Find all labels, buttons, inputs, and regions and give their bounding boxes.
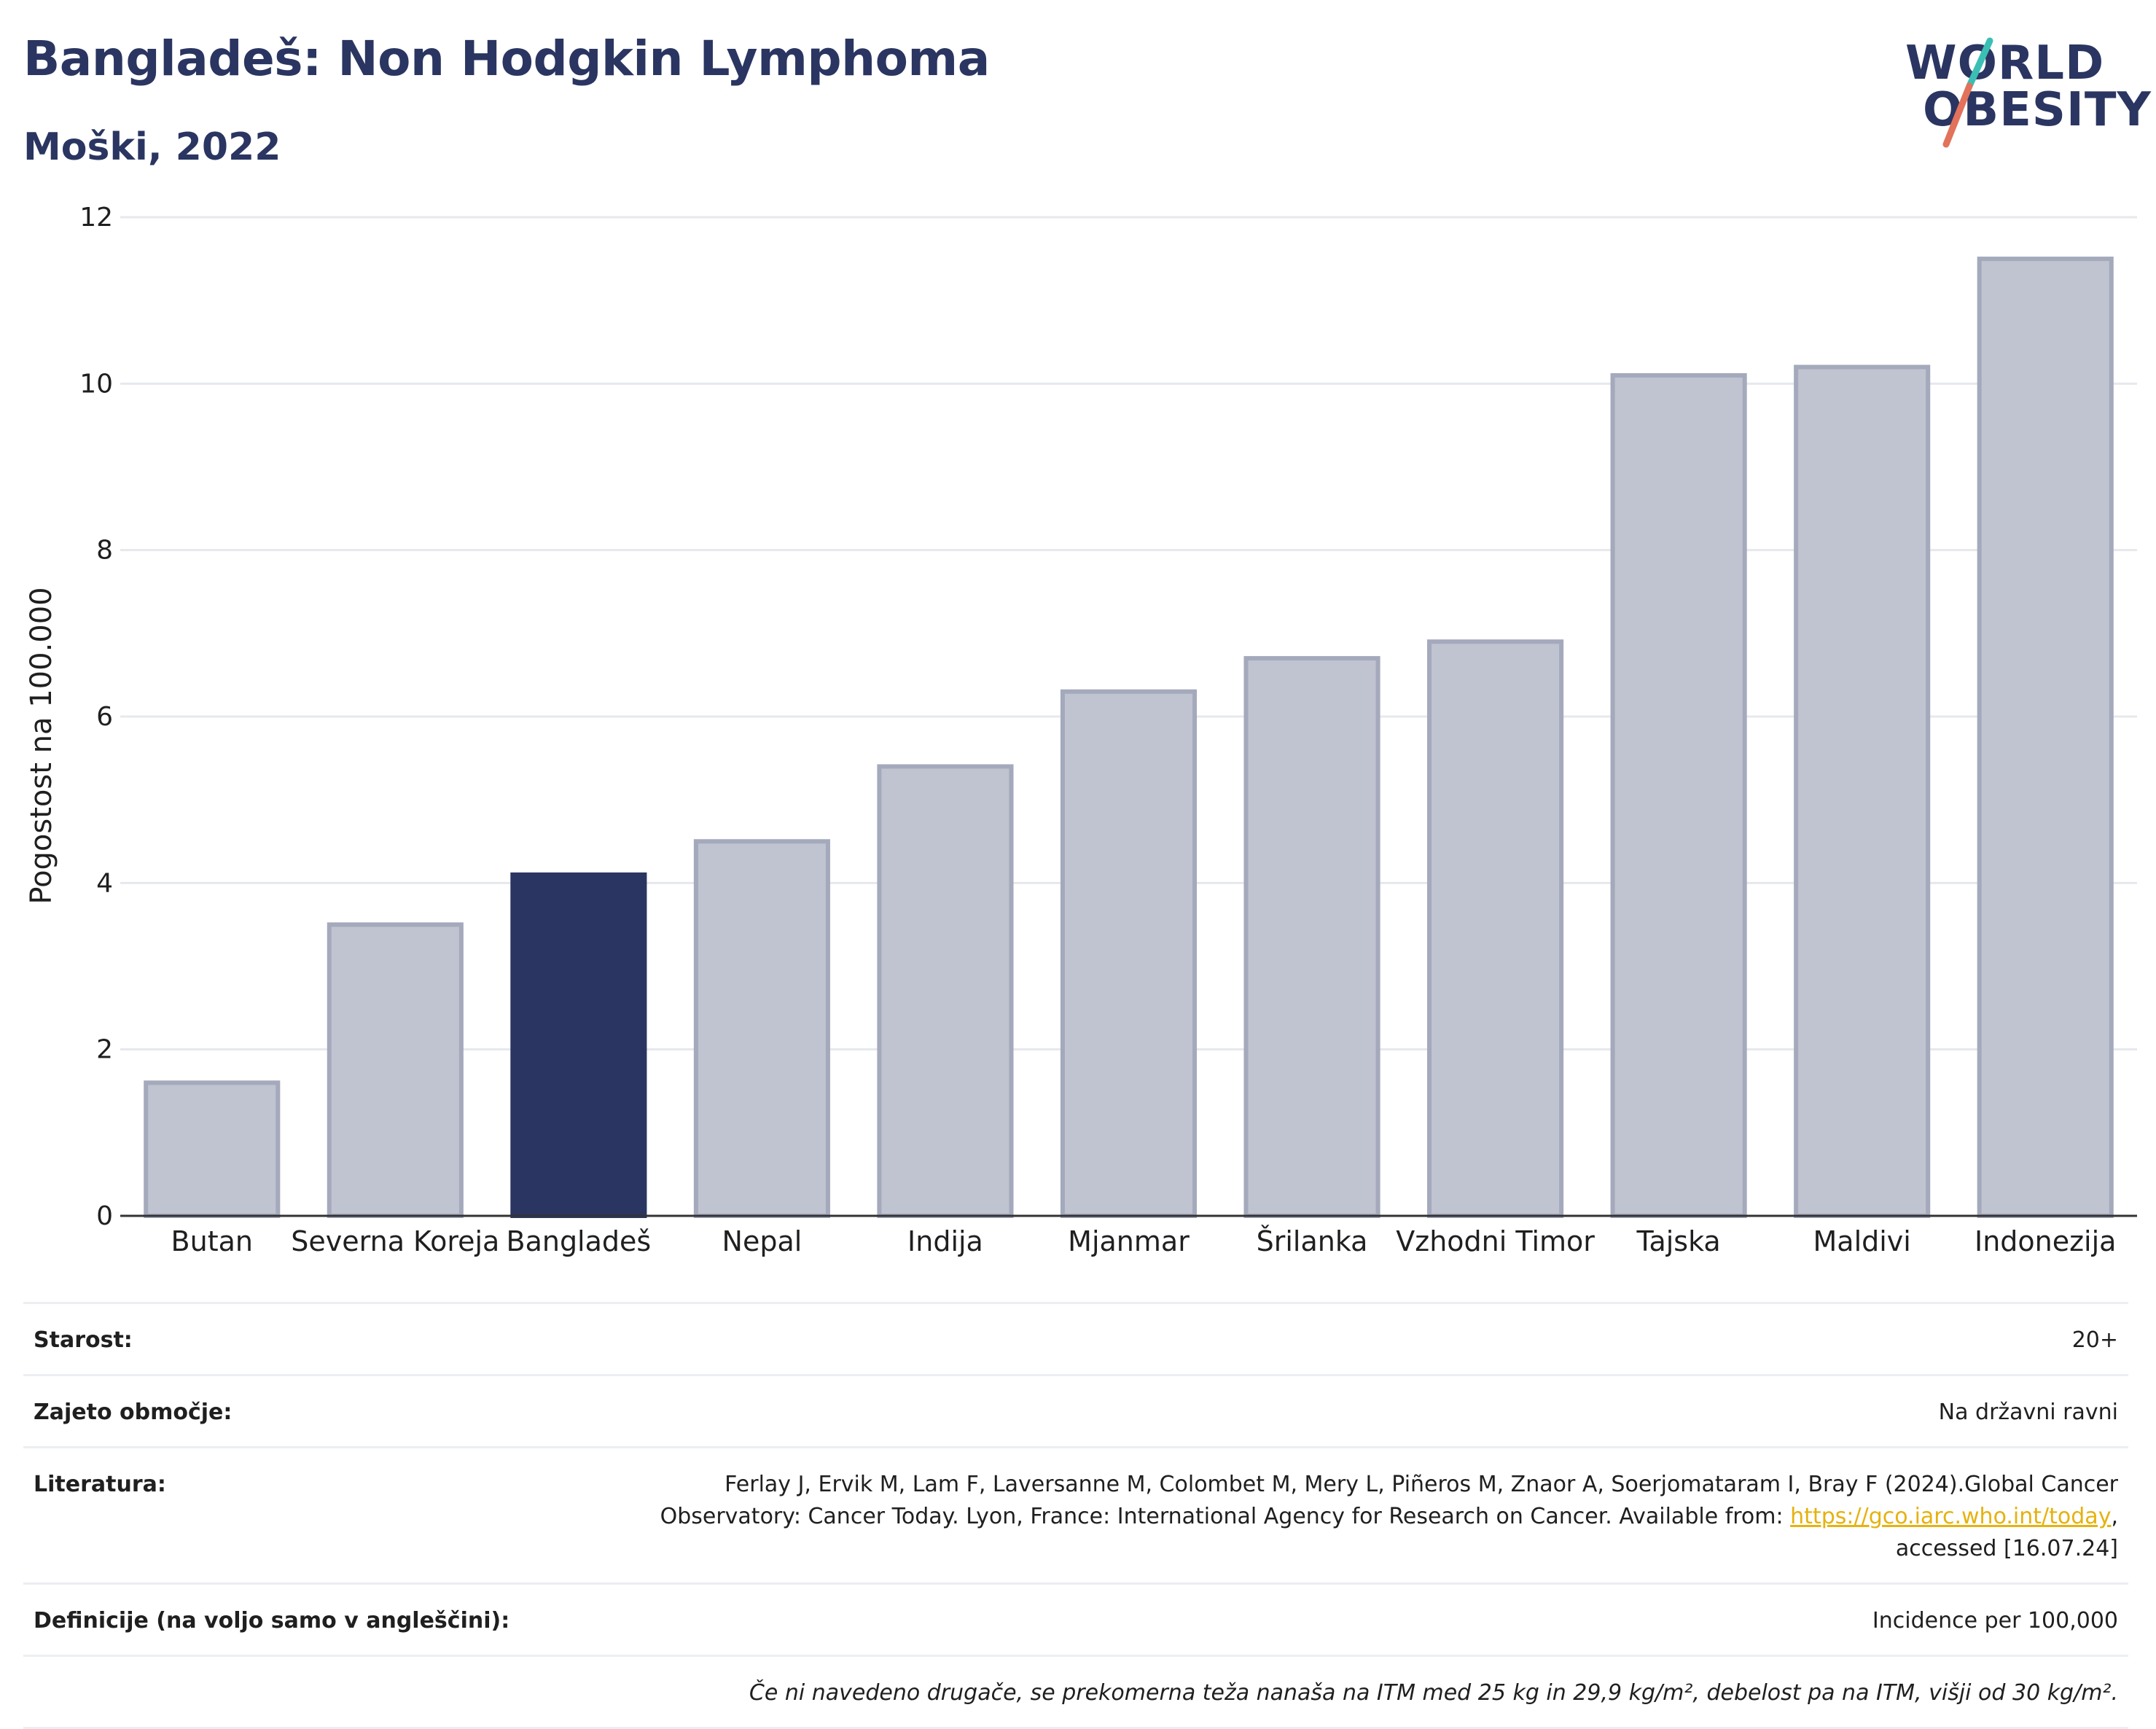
bar <box>1610 372 1747 1219</box>
definitions-label: Definicije (na voljo samo v angleščini): <box>34 1608 510 1634</box>
y-tick-label: 12 <box>79 203 113 233</box>
y-tick-label: 10 <box>79 369 113 399</box>
x-tick-label: Butan <box>171 1225 253 1257</box>
footer-row-note: Če ni navedeno drugače, se prekomerna te… <box>23 1655 2128 1729</box>
logo-slash-icon <box>1942 37 1993 148</box>
footer-row-coverage: Zajeto območje: Na državni ravni <box>23 1374 2128 1446</box>
bar <box>693 839 830 1218</box>
x-tick-label: Nepal <box>722 1225 802 1257</box>
bar <box>1427 639 1564 1218</box>
literature-link[interactable]: https://gco.iarc.who.int/today <box>1790 1504 2112 1529</box>
y-tick-label: 0 <box>96 1201 113 1231</box>
bar <box>144 1080 281 1219</box>
world-obesity-logo: WORLD OBESITY <box>1902 35 2151 159</box>
x-tick-label: Severna Koreja <box>291 1225 499 1257</box>
y-axis-label: Pogostost na 100.000 <box>25 587 58 904</box>
bmi-note: Če ni navedeno drugače, se prekomerna te… <box>749 1680 2118 1706</box>
age-value: 20+ <box>2071 1327 2118 1353</box>
bar <box>1794 364 1931 1218</box>
bar <box>1060 689 1198 1218</box>
footer-row-age: Starost: 20+ <box>23 1302 2128 1374</box>
x-tick-label: Mjanmar <box>1068 1225 1190 1257</box>
coverage-label: Zajeto območje: <box>34 1400 233 1425</box>
literature-value: Ferlay J, Ervik M, Lam F, Laversanne M, … <box>587 1469 2118 1565</box>
footer-row-literature: Literatura: Ferlay J, Ervik M, Lam F, La… <box>23 1446 2128 1582</box>
page-subtitle: Moški, 2022 <box>23 125 281 169</box>
bar <box>1243 656 1380 1218</box>
footer-row-definitions: Definicije (na voljo samo v angleščini):… <box>23 1582 2128 1655</box>
x-tick-label: Bangladeš <box>507 1225 652 1257</box>
bar-highlighted <box>510 872 647 1219</box>
logo-line-1: WORLD <box>1905 36 2105 90</box>
x-tick-label: Indija <box>907 1225 983 1257</box>
literature-suffix: , accessed [16.07.24] <box>1895 1504 2118 1561</box>
literature-label: Literatura: <box>34 1472 166 1497</box>
bar-chart: 0 2 4 6 8 10 12 Butan Severna Koreja Bangladeš Nep… <box>25 203 2137 1257</box>
y-tick-label: 8 <box>96 536 113 566</box>
bar <box>877 764 1014 1218</box>
coverage-value: Na državni ravni <box>1938 1400 2118 1425</box>
x-tick-label: Tajska <box>1636 1225 1721 1257</box>
literature-text: Ferlay J, Ervik M, Lam F, Laversanne M, … <box>660 1472 2118 1529</box>
definitions-value: Incidence per 100,000 <box>1872 1608 2118 1634</box>
y-tick-label: 2 <box>96 1035 113 1065</box>
bar <box>327 922 464 1219</box>
x-tick-label: Šrilanka <box>1257 1225 1368 1257</box>
footer-table: Starost: 20+ Zajeto območje: Na državni … <box>23 1302 2128 1729</box>
page-title: Bangladeš: Non Hodgkin Lymphoma <box>23 31 990 87</box>
x-tick-label: Indonezija <box>1975 1225 2116 1257</box>
bar <box>1977 257 2114 1218</box>
y-tick-label: 6 <box>96 702 113 732</box>
age-label: Starost: <box>34 1327 133 1353</box>
x-tick-label: Maldivi <box>1813 1225 1911 1257</box>
x-tick-label: Vzhodni Timor <box>1396 1225 1595 1257</box>
y-tick-label: 4 <box>96 868 113 898</box>
